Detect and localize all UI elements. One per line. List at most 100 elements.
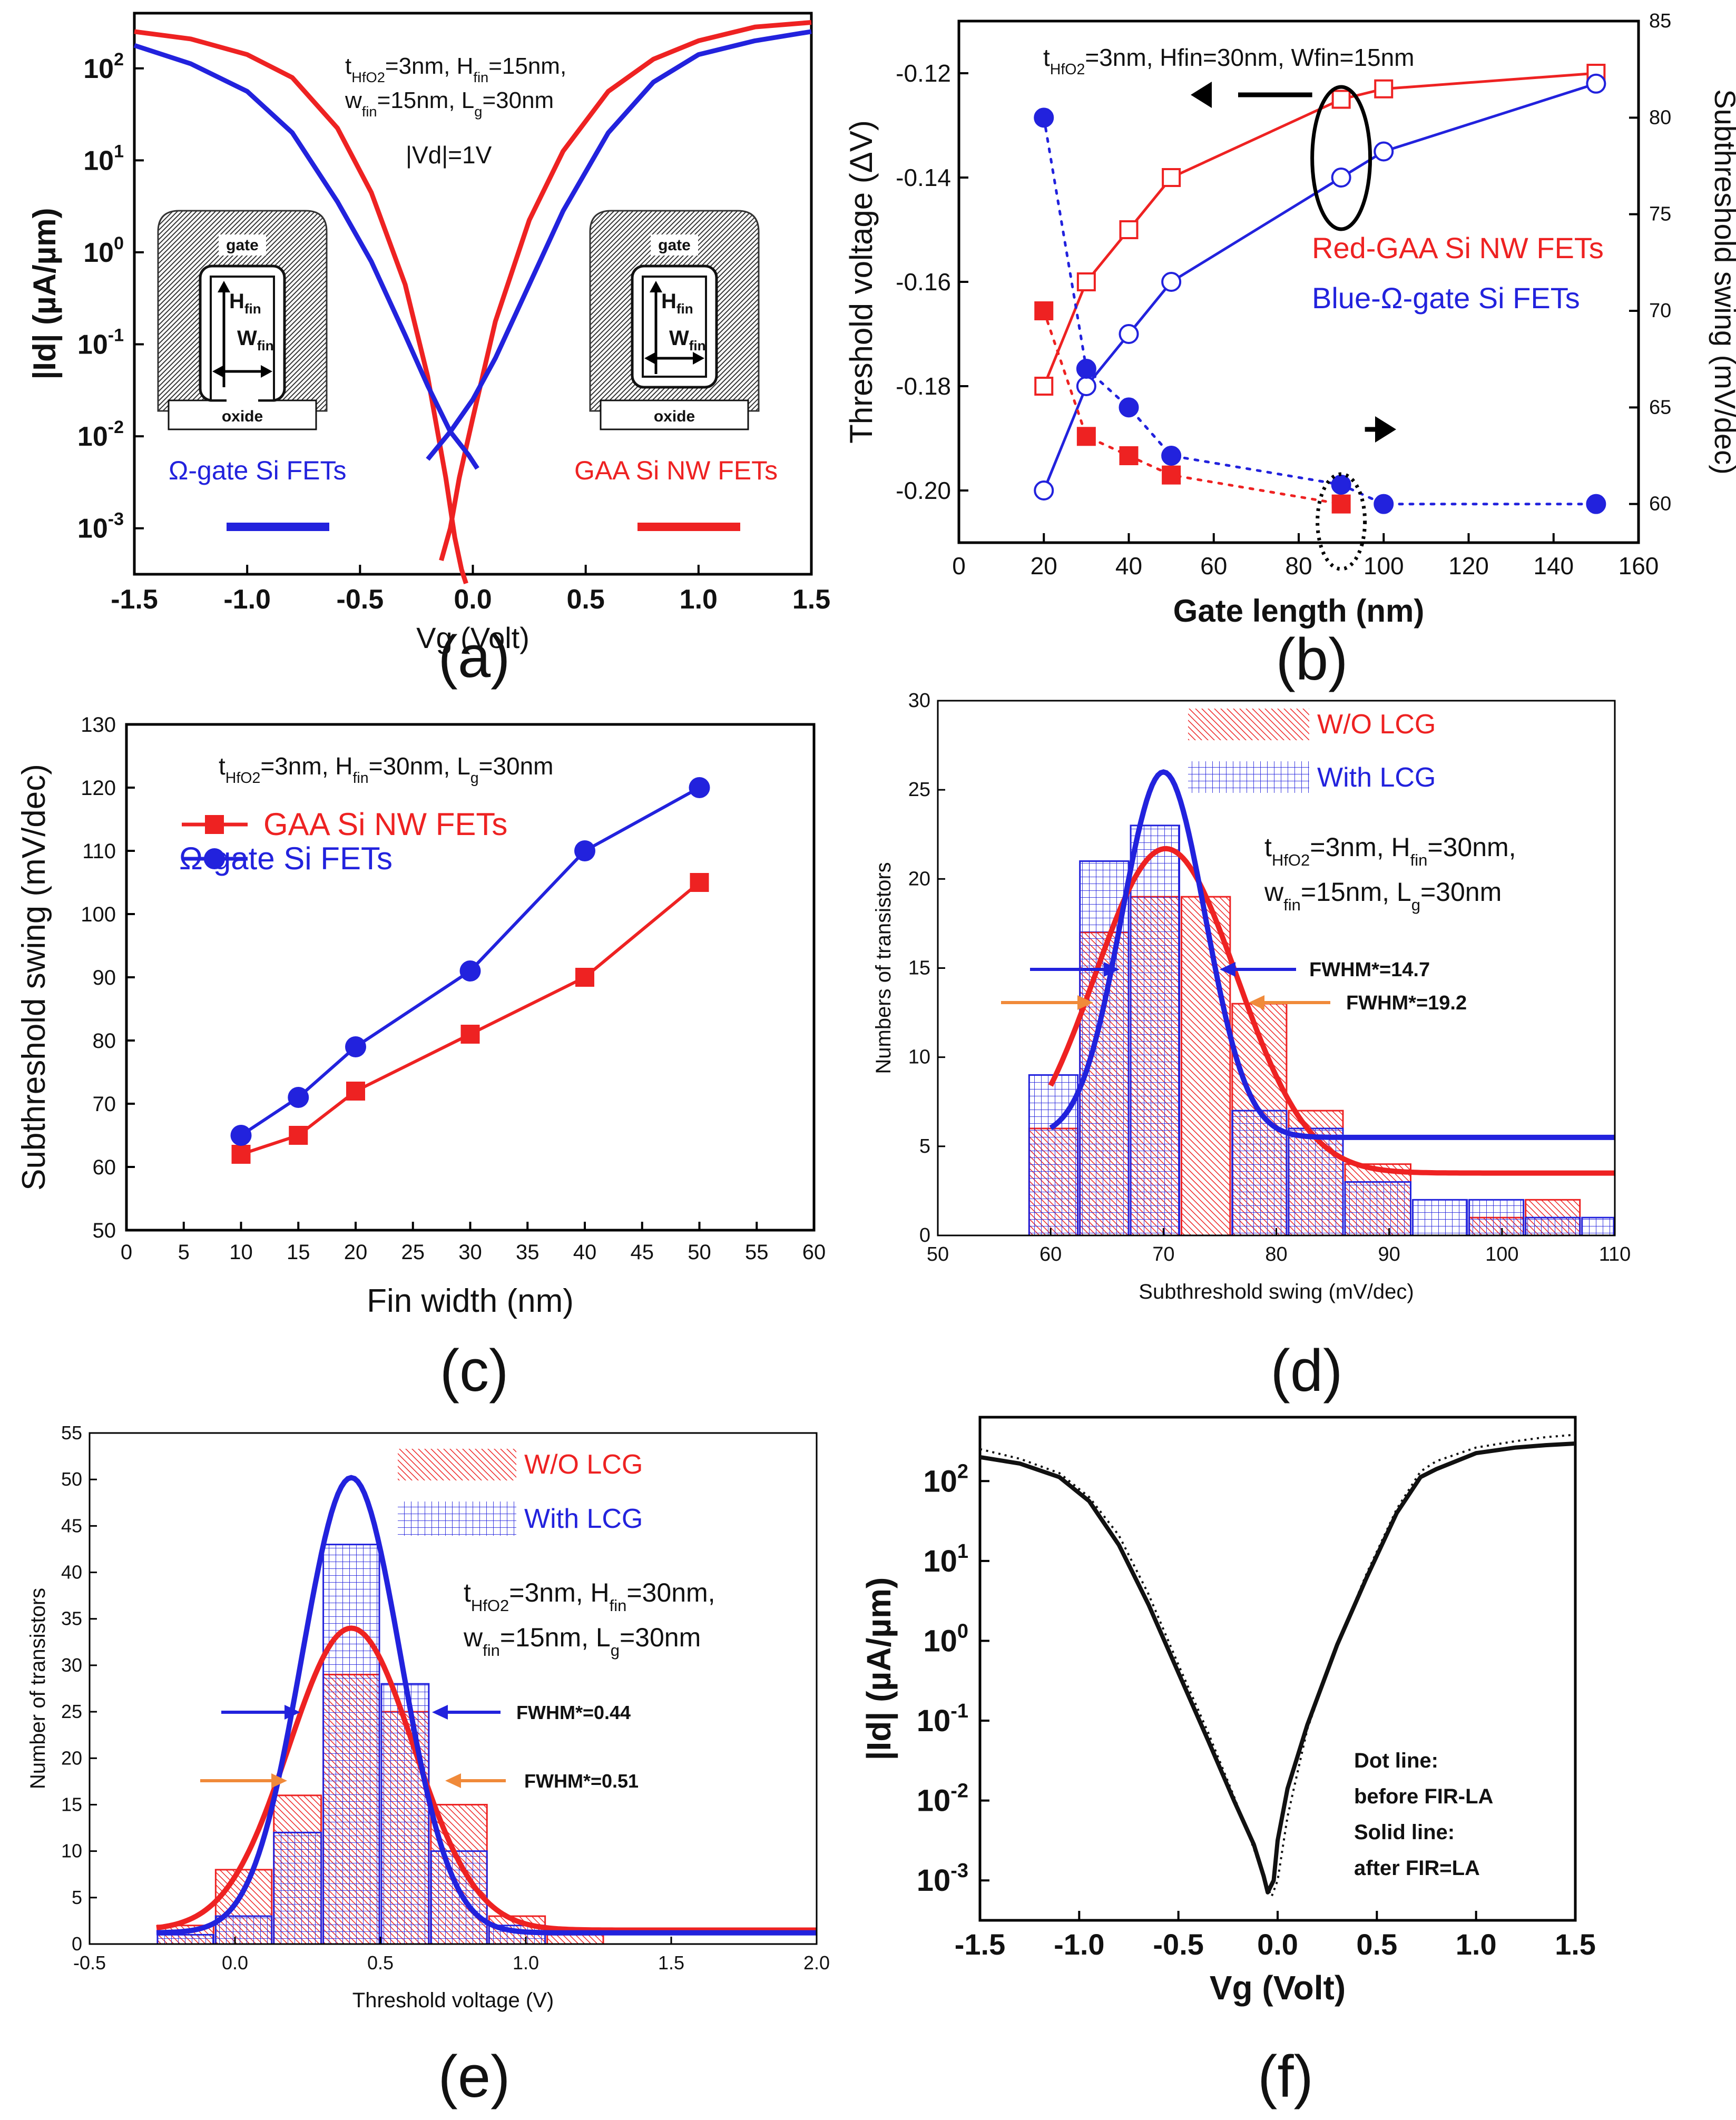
subscript-text: HfO2 bbox=[1050, 61, 1085, 78]
annotation-part: =30nm, bbox=[626, 1578, 715, 1607]
subscript-text: HfO2 bbox=[225, 770, 261, 787]
y-tick-label-right: 75 bbox=[1649, 203, 1671, 225]
x-tick-label: 60 bbox=[1039, 1243, 1062, 1265]
x-tick-label: 35 bbox=[516, 1241, 540, 1264]
x-tick-label: 30 bbox=[458, 1241, 482, 1264]
arrow-head bbox=[693, 352, 704, 365]
data-point bbox=[690, 873, 709, 892]
data-point bbox=[1374, 79, 1394, 99]
tick-exponent: -2 bbox=[108, 417, 124, 437]
y-tick-label: 0 bbox=[72, 1933, 82, 1955]
annotation-part: t bbox=[345, 53, 351, 79]
panel-caption: (c) bbox=[440, 1338, 509, 1403]
data-point bbox=[459, 960, 481, 982]
y-tick-label: 10-1 bbox=[77, 326, 124, 360]
data-point bbox=[346, 1082, 365, 1101]
y-tick-label: 10-1 bbox=[917, 1700, 968, 1738]
y-tick-label: 102 bbox=[83, 50, 124, 84]
tick-exponent: 0 bbox=[114, 233, 124, 253]
panel-d: 50 60 70 80 90 100 110 0 5 10 15 20 25 30 Subthreshold… bbox=[872, 690, 1631, 1403]
legend-label-gaa: GAA Si NW FETs bbox=[263, 807, 507, 842]
legend-swatch-wo-lcg bbox=[1188, 709, 1309, 740]
tick-base: 10 bbox=[923, 1544, 957, 1578]
series-line-dotted bbox=[979, 1434, 1576, 1898]
tick-base: 10 bbox=[83, 54, 114, 84]
y-tick-label: 100 bbox=[923, 1620, 968, 1658]
arrow-head bbox=[218, 281, 230, 292]
annotation-part: =30nm bbox=[479, 752, 554, 780]
annotation-part: =30nm bbox=[1420, 877, 1502, 907]
data-point bbox=[1374, 141, 1394, 162]
series-line-0 bbox=[134, 29, 468, 584]
annotation-part: =15nm, L bbox=[500, 1623, 611, 1652]
y-tick-label: 15 bbox=[908, 957, 930, 979]
symbol: H bbox=[229, 290, 244, 313]
x-tick-label: 2.0 bbox=[803, 1952, 830, 1974]
y-tick-label: 25 bbox=[908, 779, 930, 801]
annotation-line-2: wfin=15nm, Lg=30nm bbox=[345, 87, 554, 120]
subscript-text: fin bbox=[610, 1596, 627, 1615]
annotation-part: w bbox=[1264, 877, 1284, 907]
fwhm-label-wo-lcg: FWHM*=0.51 bbox=[524, 1770, 639, 1792]
histogram-bar bbox=[1581, 1216, 1615, 1236]
data-point bbox=[345, 1036, 366, 1057]
oxide-label: oxide bbox=[654, 408, 695, 425]
arrow-head bbox=[285, 1705, 300, 1720]
panel-caption: (b) bbox=[1276, 626, 1348, 692]
annotation-part: t bbox=[1264, 832, 1272, 862]
arrow-head bbox=[1077, 995, 1093, 1010]
y-tick-label: 5 bbox=[919, 1135, 930, 1157]
legend-note-line: before FIR-LA bbox=[1354, 1785, 1493, 1808]
x-tick-label: 0.5 bbox=[567, 584, 605, 615]
data-point bbox=[230, 1125, 252, 1146]
panel-e: -0.5 0.0 0.5 1.0 1.5 2.0 0 5 10 15 20 25 30 35 40 45 50 5… bbox=[26, 1422, 830, 2109]
tick-exponent: -1 bbox=[950, 1700, 968, 1722]
oxide-label: oxide bbox=[222, 408, 263, 425]
y-tick-label: 5 bbox=[72, 1887, 82, 1908]
y-tick-label-right: 70 bbox=[1649, 300, 1671, 322]
data-point bbox=[1076, 359, 1096, 379]
legend-swatch-with-lcg bbox=[1188, 761, 1309, 793]
histogram-bar bbox=[1468, 1199, 1525, 1236]
x-tick-label: 80 bbox=[1265, 1243, 1287, 1265]
data-point bbox=[1586, 494, 1606, 514]
annotation-part: =3nm, Hfin=30nm, Wfin=15nm bbox=[1085, 44, 1414, 71]
tick-base: 10 bbox=[77, 514, 108, 544]
y-tick-label-left: -0.14 bbox=[896, 164, 951, 191]
legend-label-with-lcg: With LCG bbox=[1317, 762, 1436, 793]
y-tick-label: 10 bbox=[908, 1046, 930, 1068]
x-tick-label: 60 bbox=[1200, 552, 1227, 580]
legend-label-omega: Blue-Ω-gate Si FETs bbox=[1312, 281, 1580, 315]
silicon-fin bbox=[210, 276, 275, 401]
arrow-head bbox=[212, 365, 224, 378]
tick-exponent: 1 bbox=[114, 141, 124, 161]
y-tick-label: 10-3 bbox=[917, 1860, 968, 1898]
x-tick-label: 0.0 bbox=[454, 584, 492, 615]
arrow-head bbox=[1104, 962, 1120, 977]
data-point bbox=[1034, 480, 1054, 500]
annotation-part: =3nm, H bbox=[385, 53, 474, 79]
y-tick-label: 45 bbox=[61, 1515, 82, 1536]
y-tick-label: 100 bbox=[83, 233, 124, 268]
y-tick-label: 20 bbox=[908, 868, 930, 890]
legend-label-gaa: Red-GAA Si NW FETs bbox=[1312, 231, 1604, 264]
y-tick-label: 120 bbox=[81, 777, 116, 800]
x-tick-label: 1.5 bbox=[1555, 1928, 1596, 1961]
subscript-text: fin bbox=[676, 301, 693, 317]
subscript-text: g bbox=[611, 1641, 620, 1660]
y-tick-label: 70 bbox=[93, 1093, 116, 1116]
annotation-line-1: tHfO2=3nm, Hfin=30nm, bbox=[464, 1578, 715, 1615]
data-point bbox=[231, 1145, 251, 1164]
series-line-0 bbox=[240, 881, 701, 1156]
y-tick-label: 10-3 bbox=[77, 509, 124, 544]
data-point bbox=[1034, 301, 1054, 320]
arrow-head bbox=[432, 1705, 448, 1720]
annotation-part: =30nm bbox=[482, 87, 554, 113]
y-tick-label-right: 80 bbox=[1649, 106, 1671, 129]
y-axis-label-left: Threshold voltage (ΔV) bbox=[844, 120, 879, 444]
vd-label: |Vd|=1V bbox=[406, 141, 492, 169]
y-tick-label-left: -0.12 bbox=[896, 60, 951, 87]
y-tick-label: 102 bbox=[923, 1460, 968, 1498]
